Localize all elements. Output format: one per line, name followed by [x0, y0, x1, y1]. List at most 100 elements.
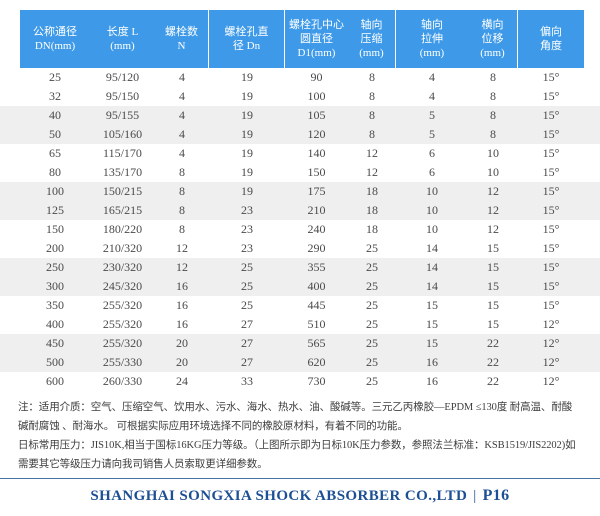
table-cell: 400: [307, 279, 326, 293]
table-cell: 230/320: [102, 260, 143, 274]
table-row: 100 150/215 8 19 175 18 10 12 15°: [0, 182, 600, 201]
column-header-line: DN(mm): [34, 40, 76, 52]
column-header: 螺栓数 N: [155, 10, 209, 68]
column-header-line: 螺栓孔直: [224, 26, 269, 38]
table-cell: 730: [307, 374, 326, 388]
table-cell: 500: [46, 355, 64, 369]
table-cell: 8: [179, 203, 185, 217]
table-cell: 6: [429, 165, 435, 179]
table-cell: 27: [241, 317, 253, 331]
column-header-line: 压缩: [360, 33, 383, 45]
table-cell: 25: [366, 355, 378, 369]
table-cell: 15°: [542, 241, 560, 255]
table-cell: 95/120: [105, 70, 140, 84]
table-cell: 25: [366, 317, 378, 331]
table-cell: 255/330: [102, 355, 143, 369]
table-cell: 8: [369, 89, 375, 103]
table-row: 65 115/170 4 19 140 12 6 10 15°: [0, 144, 600, 163]
column-header-line: 轴向: [360, 19, 383, 31]
table-cell: 25: [366, 241, 378, 255]
table-row: 600 260/330 24 33 730 25 16 22 12°: [0, 372, 600, 391]
table-cell: 6: [429, 146, 435, 160]
page-footer: SHANGHAI SONGXIA SHOCK ABSORBER CO.,LTD |…: [0, 486, 600, 506]
table-cell: 4: [179, 146, 185, 160]
table-cell: 255/320: [102, 298, 143, 312]
table-cell: 8: [179, 184, 185, 198]
column-header-line: (mm): [110, 40, 135, 52]
table-cell: 12: [487, 184, 499, 198]
table-cell: 80: [49, 165, 61, 179]
table-row: 32 95/150 4 19 100 8 4 8 15°: [0, 87, 600, 106]
table-cell: 5: [429, 127, 435, 141]
table-cell: 15°: [542, 298, 560, 312]
table-cell: 15°: [542, 260, 560, 274]
table-row: 200 210/320 12 23 290 25 14 15 15°: [0, 239, 600, 258]
table-cell: 40: [49, 108, 61, 122]
column-header: 螺栓孔直径 Dn: [209, 10, 285, 68]
table-cell: 33: [241, 374, 253, 388]
table-cell: 15°: [542, 127, 560, 141]
table-cell: 15: [487, 298, 499, 312]
table-cell: 4: [429, 89, 435, 103]
table-cell: 4: [179, 127, 185, 141]
table-row: 80 135/170 8 19 150 12 6 10 15°: [0, 163, 600, 182]
table-cell: 180/220: [102, 222, 143, 236]
table-cell: 355: [307, 260, 326, 274]
table-cell: 450: [46, 336, 64, 350]
column-header: 轴向 压缩 (mm): [348, 10, 396, 68]
table-cell: 510: [307, 317, 326, 331]
table-cell: 175: [307, 184, 326, 198]
table-cell: 19: [241, 127, 253, 141]
table-cell: 12: [487, 203, 499, 217]
column-header-line: 拉伸: [421, 33, 443, 45]
table-cell: 12: [366, 165, 378, 179]
table-cell: 15: [426, 336, 438, 350]
table-cell: 19: [241, 165, 253, 179]
table-cell: 620: [307, 355, 326, 369]
table-cell: 15°: [542, 222, 560, 236]
column-header-line: 角度: [540, 40, 562, 52]
table-cell: 400: [46, 317, 64, 331]
column-header: 长度 L (mm): [90, 10, 155, 68]
column-header-line: 螺栓孔中心: [289, 19, 344, 31]
footer-separator: |: [473, 488, 477, 504]
table-cell: 16: [176, 279, 188, 293]
column-header-line: (mm): [419, 47, 445, 59]
table-cell: 22: [487, 355, 499, 369]
column-header-line: 横向: [481, 19, 504, 31]
table-cell: 240: [307, 222, 326, 236]
table-cell: 15°: [542, 184, 560, 198]
table-cell: 25: [49, 70, 61, 84]
table-cell: 15°: [542, 70, 560, 84]
table-cell: 12°: [542, 355, 560, 369]
table-cell: 12: [487, 222, 499, 236]
table-row: 40 95/155 4 19 105 8 5 8 15°: [0, 106, 600, 125]
table-cell: 100: [307, 89, 326, 103]
table-cell: 5: [429, 108, 435, 122]
column-header-line: 位移: [481, 33, 504, 45]
column-header: 偏向 角度: [518, 10, 584, 68]
table-cell: 12: [176, 260, 188, 274]
table-cell: 8: [369, 108, 375, 122]
table-cell: 95/155: [105, 108, 140, 122]
table-cell: 22: [487, 374, 499, 388]
table-cell: 12: [366, 146, 378, 160]
table-cell: 25: [366, 374, 378, 388]
table-cell: 260/330: [102, 374, 143, 388]
table-cell: 25: [241, 298, 253, 312]
table-cell: 14: [426, 241, 438, 255]
table-cell: 25: [366, 298, 378, 312]
table-row: 300 245/320 16 25 400 25 14 15 15°: [0, 277, 600, 296]
note-line: 需要其它等级压力请向我司销售人员索取更详细参数。: [18, 459, 268, 470]
table-cell: 18: [366, 203, 378, 217]
table-cell: 27: [241, 355, 253, 369]
table-cell: 14: [426, 260, 438, 274]
table-cell: 12°: [542, 336, 560, 350]
table-cell: 12°: [542, 317, 560, 331]
table-cell: 250: [46, 260, 64, 274]
table-row: 25 95/120 4 19 90 8 4 8 15°: [0, 68, 600, 87]
table-cell: 8: [490, 127, 496, 141]
note-line: 注：适用介质：空气、压缩空气、饮用水、污水、海水、热水、油、酸碱等。三元乙丙橡胶…: [18, 402, 573, 413]
table-cell: 23: [241, 222, 253, 236]
table-cell: 16: [176, 317, 188, 331]
